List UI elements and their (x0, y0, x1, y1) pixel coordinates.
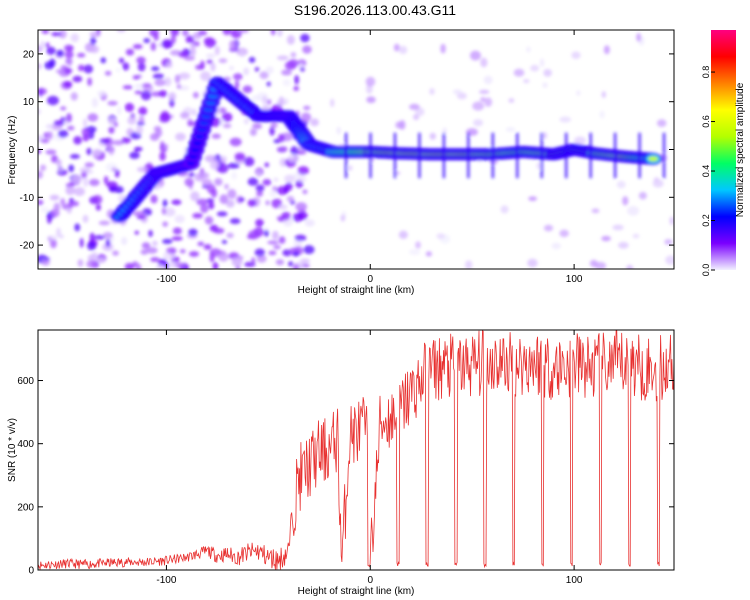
y-tick-label: 400 (17, 439, 34, 450)
x-tick-label: 0 (367, 274, 373, 285)
snr-panel: -100 0 100 0 200 400 600 Height of straight l… (7, 329, 675, 597)
spectrogram-x-ticks: -100 0 100 (156, 30, 583, 285)
x-tick-label: 100 (566, 274, 583, 285)
spectrogram-y-ticks: -20 -10 0 10 20 (20, 49, 674, 252)
snr-frame (37, 329, 675, 571)
colorbar-label: Normalized spectral amplitude (735, 82, 746, 217)
colorbar-tick-label: 0.6 (701, 115, 711, 128)
snr-x-ticks: -100 0 100 (156, 330, 583, 586)
x-tick-label: -100 (156, 575, 176, 586)
colorbar-tick-label: 0.4 (701, 165, 711, 178)
spectrogram-y-label: Frequency (Hz) (7, 116, 18, 185)
figure-title: S196.2026.113.00.43.G11 (294, 2, 456, 18)
y-tick-label: 600 (17, 376, 34, 387)
colorbar-tick-label: 0.8 (701, 66, 711, 79)
y-tick-label: -10 (20, 193, 35, 204)
y-tick-label: 20 (23, 49, 35, 60)
snr-x-label: Height of straight line (km) (298, 586, 415, 597)
spectrogram-x-label: Height of straight line (km) (298, 285, 415, 296)
y-tick-label: 200 (17, 502, 34, 513)
snr-series-line (38, 330, 674, 570)
snr-y-ticks: 0 200 400 600 (17, 376, 674, 577)
y-tick-label: 0 (28, 566, 34, 577)
colorbar-tick-label: 0.0 (701, 264, 711, 277)
spectrogram-heatmap (38, 30, 674, 269)
x-tick-label: 100 (566, 575, 583, 586)
y-tick-label: -20 (20, 241, 35, 252)
colorbar-gradient (711, 30, 736, 270)
colorbar-tick-label: 0.2 (701, 214, 711, 227)
snr-y-label: SNR (10 * v/v) (7, 418, 18, 482)
y-tick-label: 10 (23, 97, 35, 108)
colorbar: 0.0 0.2 0.4 0.6 0.8 Normalized spectral ampl… (701, 30, 746, 276)
colorbar-ticks: 0.0 0.2 0.4 0.6 0.8 (701, 66, 715, 276)
x-tick-label: -100 (156, 274, 176, 285)
y-tick-label: 0 (28, 145, 34, 156)
x-tick-label: 0 (367, 575, 373, 586)
